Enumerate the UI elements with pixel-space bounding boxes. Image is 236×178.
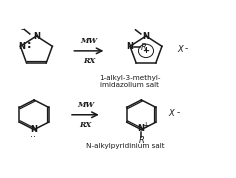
Text: +: +	[143, 46, 149, 55]
Text: -: -	[185, 44, 188, 53]
Text: :: :	[27, 40, 32, 50]
Text: N: N	[33, 32, 40, 41]
Text: MW: MW	[80, 37, 97, 45]
Text: -: -	[176, 108, 180, 117]
Text: N: N	[30, 125, 38, 134]
Text: MW: MW	[77, 101, 94, 109]
Text: +: +	[142, 121, 149, 130]
Text: RX: RX	[79, 121, 92, 129]
Text: X: X	[177, 45, 183, 54]
Text: -: -	[20, 24, 24, 34]
Text: N: N	[137, 124, 144, 134]
Text: N: N	[18, 42, 25, 51]
Text: N: N	[126, 42, 134, 51]
Text: R: R	[141, 43, 147, 52]
Text: 1-alkyl-3-methyl-
imidazolium salt: 1-alkyl-3-methyl- imidazolium salt	[99, 75, 160, 88]
Text: ..: ..	[30, 129, 36, 139]
Text: R: R	[138, 137, 144, 145]
Text: X: X	[169, 109, 174, 118]
Text: RX: RX	[83, 57, 95, 65]
Text: N: N	[143, 32, 149, 41]
Text: N-alkylpyridinium salt: N-alkylpyridinium salt	[86, 143, 164, 149]
